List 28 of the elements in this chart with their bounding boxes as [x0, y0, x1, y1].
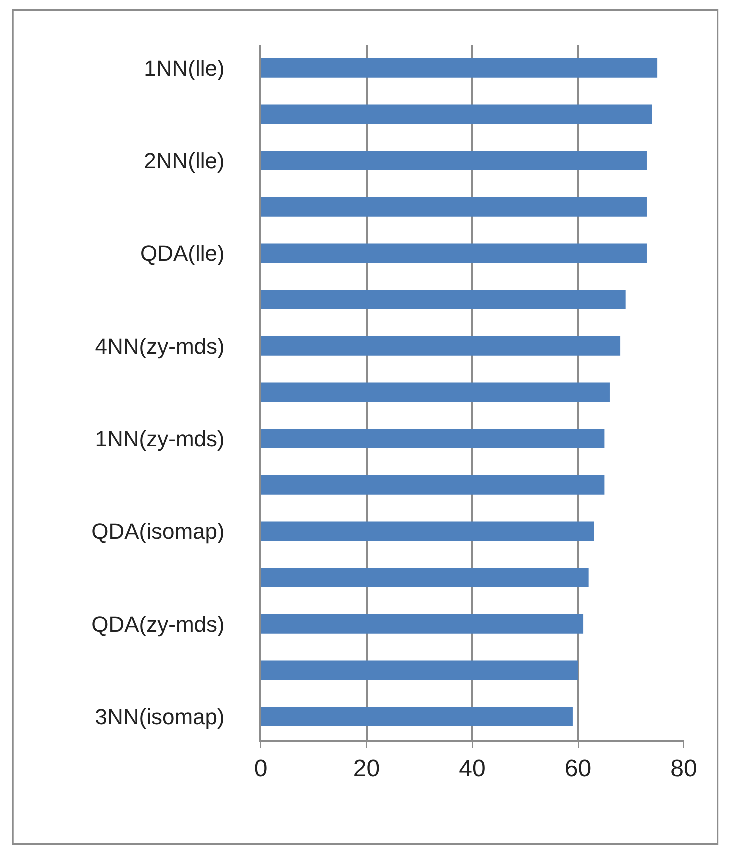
- y-tick-label: QDA(isomap): [92, 519, 225, 544]
- bar: [261, 660, 578, 680]
- bar: [261, 336, 621, 356]
- y-tick-label: 2NN(lle): [144, 148, 225, 174]
- bar: [261, 707, 573, 727]
- y-tick-label: QDA(lle): [140, 241, 225, 266]
- bar: [261, 104, 652, 124]
- x-tick-label: 60: [564, 756, 592, 783]
- x-tick-label: 20: [353, 756, 380, 783]
- bar: [261, 429, 605, 449]
- bar: [261, 475, 605, 495]
- y-tick-label: 1NN(zy-mds): [95, 426, 225, 452]
- x-tick-label: 80: [670, 756, 698, 783]
- y-tick-label: 4NN(zy-mds): [95, 334, 225, 359]
- x-tick-label: 40: [459, 756, 486, 783]
- bar: [261, 197, 647, 217]
- bar: [261, 382, 610, 402]
- y-tick-label: 3NN(isomap): [95, 704, 225, 730]
- bar: [261, 151, 647, 171]
- bar: [261, 290, 626, 310]
- bar: [261, 522, 594, 542]
- bar: [261, 58, 658, 78]
- bar: [261, 244, 647, 264]
- bar: [261, 568, 589, 588]
- y-tick-label: QDA(zy-mds): [92, 612, 225, 637]
- y-tick-label: 1NN(lle): [144, 56, 225, 81]
- bar: [261, 614, 584, 634]
- x-tick-label: 0: [254, 756, 268, 783]
